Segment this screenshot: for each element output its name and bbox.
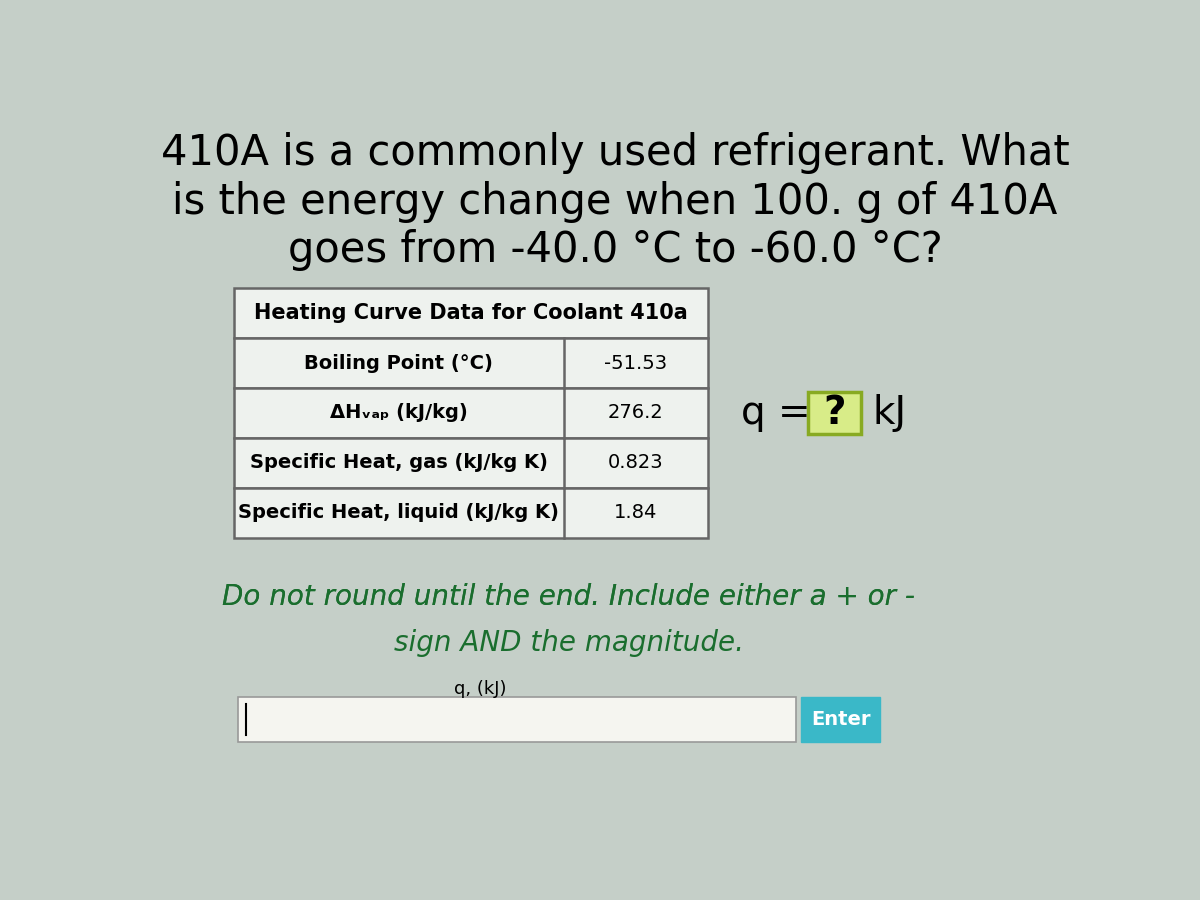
Text: Specific Heat, gas (kJ/kg K): Specific Heat, gas (kJ/kg K): [250, 454, 547, 473]
Text: Do not round until the end. Include either a + or -: Do not round until the end. Include eith…: [222, 582, 914, 610]
Text: Enter: Enter: [811, 710, 870, 729]
Text: 410A is a commonly used refrigerant. What: 410A is a commonly used refrigerant. Wha…: [161, 132, 1069, 175]
Text: is the energy change when 100. g of 410A: is the energy change when 100. g of 410A: [173, 181, 1057, 223]
FancyBboxPatch shape: [234, 488, 708, 537]
Text: goes from -40.0 °C to -60.0 °C?: goes from -40.0 °C to -60.0 °C?: [288, 230, 942, 271]
FancyBboxPatch shape: [239, 697, 797, 742]
Text: ΔHᵥₐₚ (kJ/kg): ΔHᵥₐₚ (kJ/kg): [330, 403, 468, 422]
FancyBboxPatch shape: [234, 338, 708, 388]
Text: kJ: kJ: [872, 394, 907, 432]
Text: sign AND the magnitude.: sign AND the magnitude.: [394, 629, 744, 657]
FancyBboxPatch shape: [802, 697, 880, 742]
Text: 276.2: 276.2: [608, 403, 664, 422]
FancyBboxPatch shape: [234, 288, 708, 338]
Text: 0.823: 0.823: [608, 454, 664, 473]
FancyBboxPatch shape: [234, 388, 708, 438]
Text: q, (kJ): q, (kJ): [454, 680, 506, 698]
FancyBboxPatch shape: [808, 392, 862, 434]
Text: 1.84: 1.84: [614, 503, 658, 522]
Text: Specific Heat, liquid (kJ/kg K): Specific Heat, liquid (kJ/kg K): [239, 503, 559, 522]
Text: Do not round until the end. Include either a + or -: Do not round until the end. Include eith…: [222, 582, 914, 610]
Text: Boiling Point (°C): Boiling Point (°C): [305, 354, 493, 373]
Text: -51.53: -51.53: [605, 354, 667, 373]
Text: ?: ?: [823, 394, 846, 432]
FancyBboxPatch shape: [234, 438, 708, 488]
Text: q =: q =: [740, 394, 822, 432]
Text: Heating Curve Data for Coolant 410a: Heating Curve Data for Coolant 410a: [254, 303, 688, 323]
